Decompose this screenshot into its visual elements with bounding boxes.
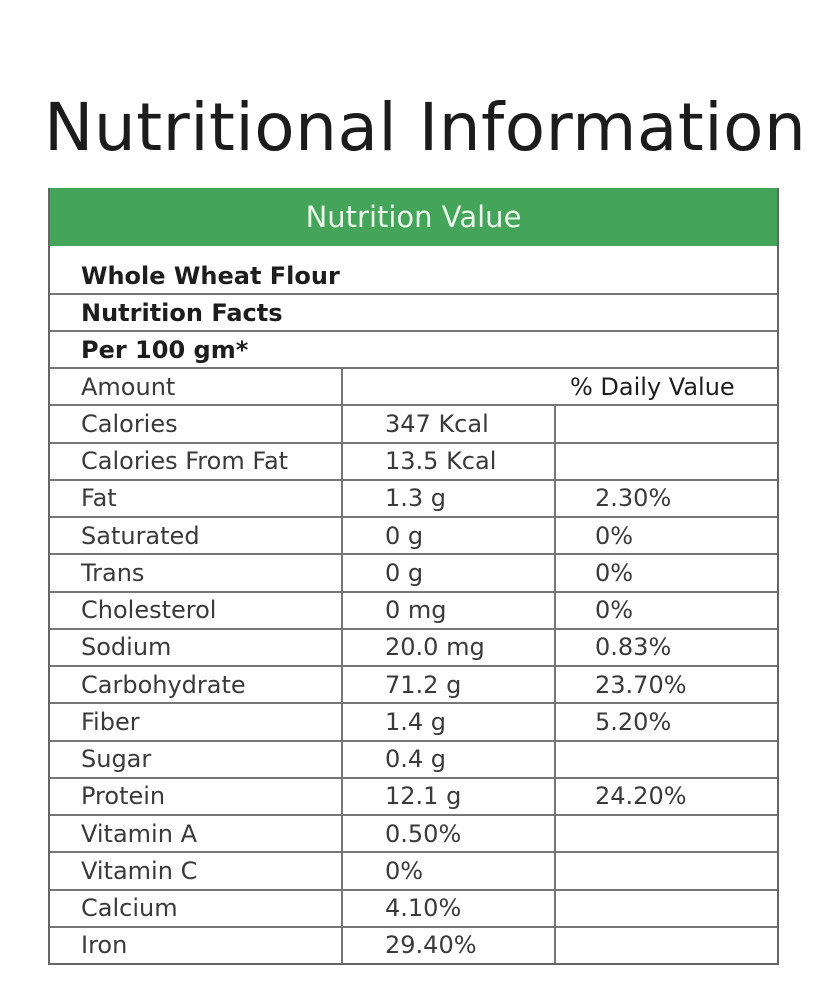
nutrient-name: Carbohydrate bbox=[50, 667, 343, 703]
nutrient-amount: 0 g bbox=[385, 521, 424, 550]
daily-value bbox=[554, 890, 777, 926]
table-row: Fiber 1.4 g 5.20% bbox=[50, 702, 777, 740]
daily-value bbox=[554, 741, 777, 777]
nutrient-amount: 71.2 g bbox=[385, 670, 462, 699]
daily-value bbox=[554, 816, 777, 852]
nutrient-amount: 12.1 g bbox=[385, 782, 462, 811]
nutrient-amount: 1.3 g bbox=[385, 484, 447, 513]
nutrient-name: Iron bbox=[50, 927, 343, 963]
page-title: Nutritional Information bbox=[44, 89, 807, 166]
nutrient-name: Vitamin A bbox=[50, 816, 343, 852]
nutrient-name: Calories From Fat bbox=[50, 443, 343, 479]
table-row: Vitamin A 0.50% bbox=[50, 814, 777, 852]
nutrient-amount: 1.4 g bbox=[385, 707, 447, 736]
daily-value bbox=[554, 853, 777, 889]
nutrient-amount: 0.50% bbox=[385, 819, 462, 848]
nutrient-name: Protein bbox=[50, 778, 343, 814]
serving-size: Per 100 gm* bbox=[50, 330, 777, 367]
nutrient-amount: 0% bbox=[385, 856, 424, 885]
nutrient-amount: 13.5 Kcal bbox=[385, 447, 497, 476]
nutrient-name: Calories bbox=[50, 406, 343, 442]
column-header-row: Amount % Daily Value bbox=[50, 367, 777, 405]
daily-value bbox=[554, 443, 777, 479]
nutrient-amount: 347 Kcal bbox=[385, 409, 489, 438]
nutrient-amount: 29.40% bbox=[385, 931, 477, 960]
daily-value: 0% bbox=[554, 592, 777, 628]
table-row: Trans 0 g 0% bbox=[50, 553, 777, 591]
daily-value: 2.30% bbox=[554, 480, 777, 516]
table-row: Cholesterol 0 mg 0% bbox=[50, 590, 777, 628]
empty-cell bbox=[343, 369, 554, 404]
amount-header: Amount bbox=[50, 369, 343, 405]
facts-label: Nutrition Facts bbox=[50, 293, 777, 330]
daily-value: 0% bbox=[554, 555, 777, 591]
table-row: Saturated 0 g 0% bbox=[50, 516, 777, 554]
nutrient-name: Cholesterol bbox=[50, 592, 343, 628]
nutrient-amount: 4.10% bbox=[385, 894, 462, 923]
table-row: Carbohydrate 71.2 g 23.70% bbox=[50, 665, 777, 703]
product-name: Whole Wheat Flour bbox=[81, 261, 340, 290]
nutrient-name: Calcium bbox=[50, 890, 343, 926]
daily-value-header: % Daily Value bbox=[570, 372, 735, 401]
table-header: Nutrition Value bbox=[50, 188, 777, 246]
table-row: Vitamin C 0% bbox=[50, 851, 777, 889]
daily-value: 5.20% bbox=[554, 704, 777, 740]
daily-value: 0.83% bbox=[554, 629, 777, 665]
daily-value: 24.20% bbox=[554, 778, 777, 814]
daily-value: 23.70% bbox=[554, 667, 777, 703]
nutrient-name: Fiber bbox=[50, 704, 343, 740]
table-row: Sodium 20.0 mg 0.83% bbox=[50, 627, 777, 665]
table-row: Calories From Fat 13.5 Kcal bbox=[50, 441, 777, 479]
nutrient-name: Fat bbox=[50, 480, 343, 516]
nutrient-amount: 0 mg bbox=[385, 596, 447, 625]
table-row: Fat 1.3 g 2.30% bbox=[50, 478, 777, 516]
daily-value bbox=[554, 406, 777, 442]
table-row: Sugar 0.4 g bbox=[50, 739, 777, 777]
nutrient-name: Trans bbox=[50, 555, 343, 591]
table-row: Calcium 4.10% bbox=[50, 888, 777, 926]
nutrient-name: Sugar bbox=[50, 741, 343, 777]
table-row: Iron 29.40% bbox=[50, 925, 777, 963]
nutrition-table: Nutrition Value Whole Wheat Flour Nutrit… bbox=[48, 188, 779, 965]
table-row: Protein 12.1 g 24.20% bbox=[50, 776, 777, 814]
daily-value bbox=[554, 927, 777, 963]
nutrient-amount: 0 g bbox=[385, 558, 424, 587]
table-row: Calories 347 Kcal bbox=[50, 404, 777, 442]
nutrient-name: Saturated bbox=[50, 518, 343, 554]
nutrient-amount: 20.0 mg bbox=[385, 633, 485, 662]
nutrient-name: Sodium bbox=[50, 629, 343, 665]
nutrient-amount: 0.4 g bbox=[385, 745, 447, 774]
nutrient-name: Vitamin C bbox=[50, 853, 343, 889]
daily-value: 0% bbox=[554, 518, 777, 554]
